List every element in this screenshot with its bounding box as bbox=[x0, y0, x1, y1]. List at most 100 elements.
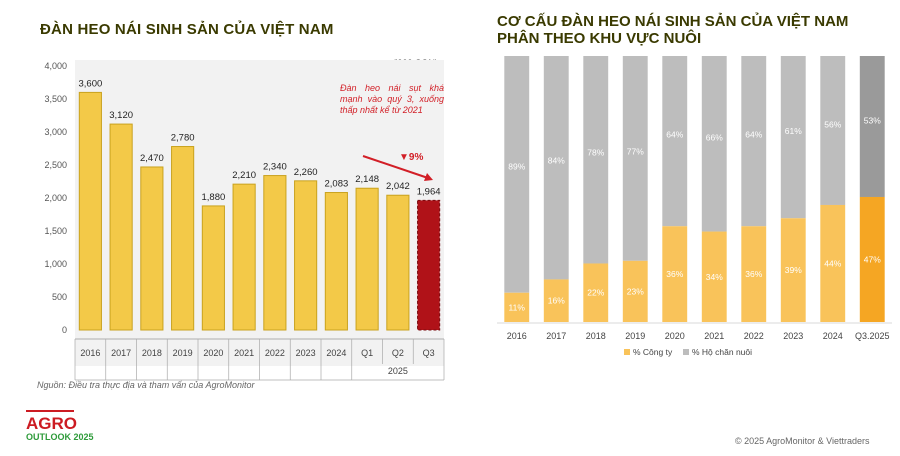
left-chart-title: ĐÀN HEO NÁI SINH SẢN CỦA VIỆT NAM bbox=[40, 21, 334, 38]
household-value-label: 77% bbox=[627, 146, 644, 156]
bar-2017 bbox=[109, 123, 133, 331]
company-value-label: 39% bbox=[785, 265, 802, 275]
household-bar-2024 bbox=[820, 56, 846, 205]
company-bar-2023 bbox=[780, 218, 806, 322]
y-tick-label: 4,000 bbox=[44, 61, 67, 71]
y-tick-label: 2,000 bbox=[44, 193, 67, 203]
bar-2023 bbox=[294, 180, 318, 331]
bar-Q1 bbox=[355, 187, 379, 331]
company-bar-2022 bbox=[741, 226, 767, 322]
trend-arrow-line bbox=[362, 155, 429, 179]
x-tick-label: 2020 bbox=[665, 331, 685, 341]
household-bar-2018 bbox=[583, 56, 609, 264]
bar-value-label: 2,083 bbox=[324, 179, 348, 190]
bar-value-label: 2,210 bbox=[232, 170, 256, 181]
company-value-label: 23% bbox=[627, 286, 644, 296]
legend-swatch-company bbox=[624, 349, 630, 355]
bar-value-label: 1,964 bbox=[417, 186, 441, 197]
source-note: Nguồn: Điều tra thực địa và tham vấn của… bbox=[37, 380, 255, 390]
bar-value-label: 3,120 bbox=[109, 110, 133, 121]
x-tick-label: 2016 bbox=[507, 331, 527, 341]
x-tick-label: 2024 bbox=[823, 331, 843, 341]
bar-2018 bbox=[140, 166, 164, 331]
bar-value-label: 3,600 bbox=[78, 78, 102, 89]
company-value-label: 44% bbox=[824, 258, 841, 268]
bar-2016 bbox=[78, 91, 102, 331]
copyright-note: © 2025 AgroMonitor & Viettraders bbox=[735, 436, 870, 446]
agro-outlook-logo: AGRO OUTLOOK 2025 bbox=[26, 410, 94, 443]
bar-value-label: 2,260 bbox=[294, 167, 318, 178]
y-tick-label: 3,500 bbox=[44, 94, 67, 104]
bar-2021 bbox=[232, 183, 256, 331]
annotation-text: Đàn heo nái sụt khá mạnh vào quý 3, xuốn… bbox=[340, 83, 444, 115]
bar-Q2 bbox=[386, 194, 410, 331]
y-tick-label: 3,000 bbox=[44, 127, 67, 137]
bar-value-label: 2,780 bbox=[171, 133, 195, 144]
bar-2022 bbox=[263, 175, 287, 331]
household-bar-2023 bbox=[780, 56, 806, 219]
x-tick-label: 2021 bbox=[234, 348, 254, 358]
x-tick-label: 2018 bbox=[586, 331, 606, 341]
x-tick-label: Q3 bbox=[423, 348, 435, 358]
household-bar-2016 bbox=[504, 56, 530, 293]
company-bar-2017 bbox=[543, 279, 569, 322]
x-tick-label: 2022 bbox=[744, 331, 764, 341]
household-value-label: 64% bbox=[666, 130, 683, 140]
company-bar-2021 bbox=[701, 231, 727, 322]
household-value-label: 89% bbox=[508, 162, 525, 172]
right-title-line-2: PHÂN THEO KHU VỰC NUÔI bbox=[497, 30, 702, 47]
company-value-label: 47% bbox=[864, 254, 881, 264]
bar-2020 bbox=[201, 205, 225, 331]
right-title-line-1: CƠ CẤU ĐÀN HEO NÁI SINH SẢN CỦA VIỆT NAM bbox=[497, 13, 849, 30]
company-bar-2019 bbox=[622, 260, 648, 322]
x-tick-label: 2019 bbox=[625, 331, 645, 341]
household-value-label: 78% bbox=[587, 148, 604, 158]
logo-line bbox=[26, 410, 74, 412]
y-tick-label: 1,500 bbox=[44, 226, 67, 236]
right-chart-title: CƠ CẤU ĐÀN HEO NÁI SINH SẢN CỦA VIỆT NAM… bbox=[497, 13, 887, 47]
household-value-label: 66% bbox=[706, 132, 723, 142]
x-tick-label: 2017 bbox=[546, 331, 566, 341]
x-tick-label: Q1 bbox=[361, 348, 373, 358]
bar-Q3 bbox=[417, 199, 441, 331]
x-tick-label: 2022 bbox=[265, 348, 285, 358]
bar-value-label: 2,470 bbox=[140, 153, 164, 164]
company-value-label: 16% bbox=[548, 296, 565, 306]
x-tick-label: Q3.2025 bbox=[855, 331, 890, 341]
x-tick-label: 2020 bbox=[203, 348, 223, 358]
legend-label-company: % Công ty bbox=[633, 347, 673, 357]
company-value-label: 11% bbox=[509, 302, 526, 312]
trend-arrow-head bbox=[424, 173, 433, 181]
bar-2024 bbox=[324, 192, 348, 331]
x-tick-label: 2024 bbox=[326, 348, 346, 358]
household-bar-2021 bbox=[701, 56, 727, 232]
x-tick-label: 2016 bbox=[80, 348, 100, 358]
household-value-label: 53% bbox=[864, 116, 881, 126]
company-value-label: 36% bbox=[745, 269, 762, 279]
company-bar-2018 bbox=[583, 263, 609, 322]
legend-swatch-household bbox=[683, 349, 689, 355]
annotation-percent: ▼9% bbox=[399, 152, 424, 163]
company-value-label: 34% bbox=[706, 272, 723, 282]
x-group-label: 2025 bbox=[388, 366, 408, 376]
x-tick-label: Q2 bbox=[392, 348, 404, 358]
company-bar-2016 bbox=[504, 292, 530, 322]
plot-background bbox=[75, 60, 444, 366]
y-tick-label: 0 bbox=[62, 325, 67, 335]
household-value-label: 56% bbox=[824, 120, 841, 130]
company-value-label: 36% bbox=[666, 269, 683, 279]
household-bar-2017 bbox=[543, 56, 569, 280]
logo-sub-text: OUTLOOK 2025 bbox=[26, 432, 94, 442]
y-tick-label: 500 bbox=[52, 292, 67, 302]
household-value-label: 61% bbox=[785, 126, 802, 136]
x-tick-label: 2023 bbox=[296, 348, 316, 358]
household-bar-2020 bbox=[662, 56, 688, 227]
x-tick-label: 2019 bbox=[173, 348, 193, 358]
company-bar-2024 bbox=[820, 204, 846, 322]
company-bar-Q3.2025 bbox=[859, 196, 885, 322]
bar-value-label: 2,340 bbox=[263, 162, 287, 173]
x-tick-label: 2018 bbox=[142, 348, 162, 358]
x-tick-label: 2017 bbox=[111, 348, 131, 358]
household-bar-2019 bbox=[622, 56, 648, 261]
